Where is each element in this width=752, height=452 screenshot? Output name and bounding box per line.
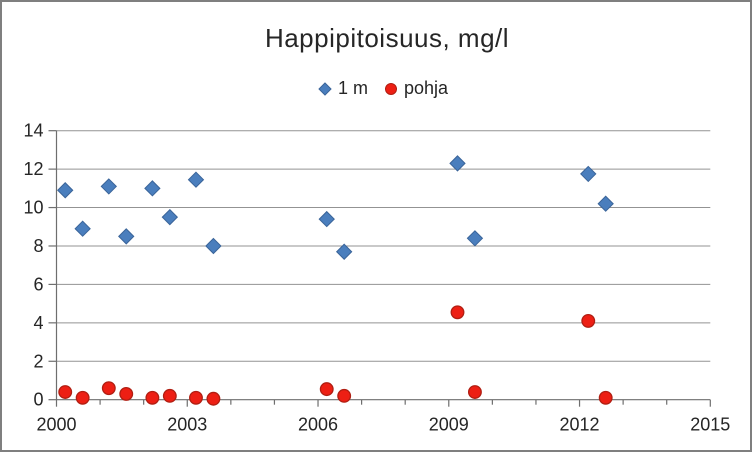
legend-label: 1 m xyxy=(337,78,368,98)
data-point-1-m xyxy=(74,220,91,237)
data-point-pohja xyxy=(119,386,134,401)
y-tick-label: 14 xyxy=(23,121,43,141)
legend-item-pohja: pohja xyxy=(384,78,448,99)
data-point-1-m xyxy=(205,237,222,255)
data-point-pohja xyxy=(206,391,221,406)
y-tick-label: 10 xyxy=(23,198,43,218)
x-tick-label: 2000 xyxy=(36,415,76,435)
y-tick-label: 8 xyxy=(33,236,43,256)
data-point-pohja xyxy=(145,390,160,405)
x-tick-label: 2015 xyxy=(690,415,730,435)
data-point-pohja xyxy=(467,385,482,399)
data-point-1-m xyxy=(597,195,614,212)
y-tick-label: 12 xyxy=(23,159,43,179)
data-point-pohja xyxy=(58,385,73,399)
data-point-1-m xyxy=(318,210,335,228)
legend: 1 m pohja xyxy=(2,78,750,99)
y-tick-label: 0 xyxy=(33,390,43,410)
data-point-pohja xyxy=(337,388,352,403)
data-point-1-m xyxy=(449,155,466,172)
data-point-1-m xyxy=(187,171,205,188)
data-point-1-m xyxy=(580,165,597,183)
data-point-pohja xyxy=(581,313,596,328)
data-point-1-m xyxy=(118,228,135,245)
data-point-pohja xyxy=(101,381,116,396)
data-point-1-m xyxy=(144,180,161,197)
legend-item-1-m: 1 m xyxy=(318,78,368,99)
data-point-1-m xyxy=(335,243,353,260)
legend-label: pohja xyxy=(403,78,449,98)
data-point-pohja xyxy=(189,390,203,405)
data-point-pohja xyxy=(450,305,465,320)
data-point-pohja xyxy=(162,388,177,403)
y-tick-label: 2 xyxy=(33,351,43,371)
diamond-marker-icon xyxy=(318,81,332,96)
x-tick-label: 2009 xyxy=(429,415,469,435)
x-tick-label: 2006 xyxy=(298,415,338,435)
data-point-1-m xyxy=(100,178,118,195)
circle-marker-icon xyxy=(384,82,397,95)
x-tick-label: 2003 xyxy=(167,415,207,435)
data-point-pohja xyxy=(598,390,613,405)
data-point-1-m xyxy=(466,230,484,247)
x-tick-label: 2012 xyxy=(560,415,600,435)
data-point-1-m xyxy=(161,208,179,226)
y-tick-label: 4 xyxy=(33,313,43,333)
y-tick-label: 6 xyxy=(33,274,43,294)
chart-title: Happipitoisuus, mg/l xyxy=(264,23,510,53)
data-point-pohja xyxy=(319,382,334,397)
data-point-1-m xyxy=(57,182,74,199)
data-point-pohja xyxy=(75,390,90,405)
